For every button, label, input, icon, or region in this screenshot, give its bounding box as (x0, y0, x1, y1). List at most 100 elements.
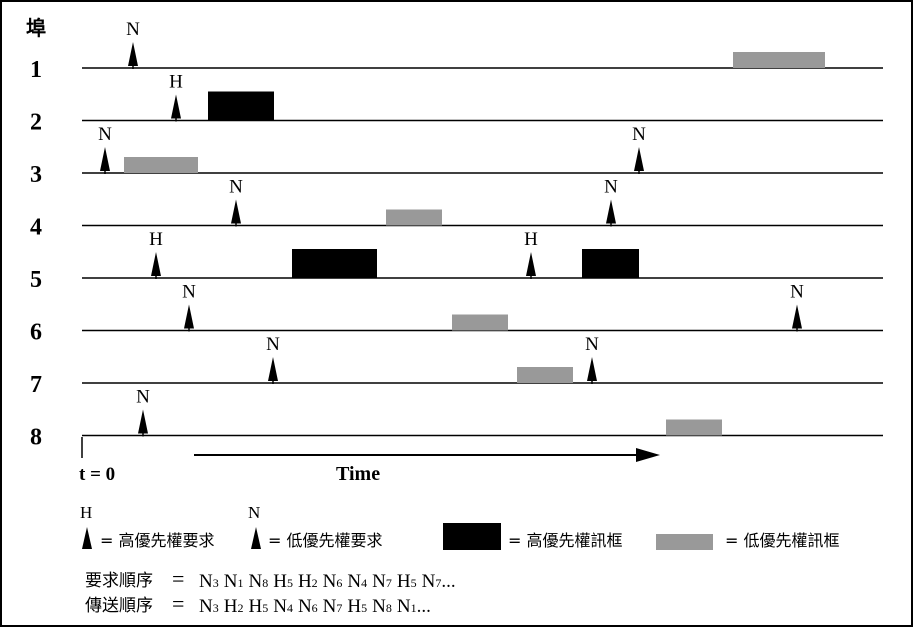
request-letter: H (524, 229, 538, 250)
port-label: 1 (30, 57, 42, 83)
low-request-arrow (587, 357, 597, 381)
sequence-subscript: 6 (312, 601, 318, 615)
sequence-letter: N (372, 571, 386, 592)
sequence-subscript: 8 (386, 601, 392, 615)
sequence-subscript: 6 (336, 576, 342, 590)
low-request-arrow (100, 147, 110, 171)
sequence-letter: H (224, 596, 238, 617)
time-arrow-head (636, 448, 660, 462)
sequence-letter: N (298, 596, 312, 617)
sequence-subscript: 2 (312, 576, 318, 590)
legend-high-request-arrow (82, 527, 92, 549)
low-request-arrow (184, 304, 194, 329)
port-row-3: 3 N N (30, 124, 883, 188)
port-row-1: 1N (30, 19, 883, 83)
request-letter: N (229, 177, 243, 198)
sequence-subscript: 4 (361, 576, 367, 590)
request-letter: N (182, 282, 196, 303)
low-request-arrow (634, 147, 644, 171)
sequence-letter: N (224, 571, 238, 592)
port-row-7: 7 N N (30, 334, 883, 398)
sequence-letter: N (273, 596, 287, 617)
low-request-arrow (606, 199, 616, 224)
port-label: 3 (30, 162, 42, 188)
sequence-subscript: 5 (361, 601, 367, 615)
low-priority-frame (124, 157, 198, 173)
sequence-letter: N (323, 571, 337, 592)
request-letter: N (790, 282, 804, 303)
port-row-8: 8N (30, 387, 883, 451)
sequence-letter: N (323, 596, 337, 617)
port-header-label: 埠 (26, 16, 46, 40)
legend-high-request-letter: H (80, 503, 92, 522)
port-row-4: 4 N N (30, 177, 883, 241)
legend-high-frame-text: = 高優先權訊框 (508, 531, 623, 550)
sequence-letter: H (298, 571, 312, 592)
port-label: 7 (30, 372, 42, 398)
sequence-letter: N (199, 596, 213, 617)
high-priority-frame (582, 249, 639, 278)
request-letter: N (98, 124, 112, 145)
request-letter: H (169, 72, 183, 93)
t0-label: t = 0 (79, 464, 115, 485)
sequence-letter: N (248, 571, 262, 592)
sequence-subscript: 3 (213, 576, 219, 590)
request-order-label: 要求順序 (85, 571, 153, 591)
transmit-order-label: 傳送順序 (85, 596, 153, 616)
sequence-subscript: 1 (237, 576, 243, 590)
legend-high-request-text: = 高優先權要求 (100, 531, 215, 550)
legend-low-request-text: = 低優先權要求 (268, 531, 383, 550)
sequence-subscript: 1 (411, 601, 417, 615)
sequence-subscript: 5 (287, 576, 293, 590)
high-request-arrow (151, 252, 161, 276)
sequence-subscript: 7 (336, 601, 342, 615)
port-label: 6 (30, 320, 42, 346)
high-request-arrow (526, 252, 536, 276)
request-letter: N (266, 334, 280, 355)
sequence-subscript: 4 (287, 601, 293, 615)
request-letter: N (604, 177, 618, 198)
legend-high-frame-swatch (443, 523, 501, 550)
port-label: 2 (30, 110, 42, 136)
low-priority-frame (386, 209, 442, 226)
sequence-letter: H (273, 571, 287, 592)
sequence-letter: N (372, 596, 386, 617)
low-priority-frame (452, 314, 508, 331)
legend: H = 高優先權要求 N = 低優先權要求 = 高優先權訊框 = 低優先權訊框 (80, 503, 840, 550)
time-label: Time (336, 463, 380, 485)
legend-low-frame-swatch (656, 534, 713, 550)
legend-low-frame-text: = 低優先權訊框 (725, 531, 840, 550)
request-order-sequence: N3 N1 N8 H5 H2 N6 N4 N7 H5 N7... (199, 571, 456, 592)
sequence-letter: H (248, 596, 262, 617)
low-request-arrow (268, 357, 278, 381)
low-request-arrow (128, 42, 138, 66)
sequence-subscript: 5 (411, 576, 417, 590)
sequence-letter: N (422, 571, 436, 592)
sequence-letter: N (347, 571, 361, 592)
low-priority-frame (666, 419, 722, 436)
sequence-subscript: 8 (262, 576, 268, 590)
transmit-order-equals: = (172, 591, 184, 616)
sequence-subscript: 3 (213, 601, 219, 615)
high-priority-frame (208, 91, 274, 121)
request-letter: N (585, 334, 599, 355)
sequence-letter: H (397, 571, 411, 592)
request-order-equals: = (172, 566, 184, 591)
legend-low-request-letter: N (248, 503, 260, 522)
sequence-ellipsis: ... (417, 596, 431, 617)
port-label: 8 (30, 425, 42, 451)
sequence-subscript: 2 (237, 601, 243, 615)
port-label: 5 (30, 267, 42, 293)
sequence-subscript: 5 (262, 601, 268, 615)
low-request-arrow (792, 304, 802, 329)
sequence-letter: H (347, 596, 361, 617)
high-priority-frame (292, 249, 377, 278)
low-request-arrow (138, 409, 148, 434)
port-row-6: 6 N N (30, 282, 883, 346)
port-row-2: 2H (30, 72, 883, 136)
legend-low-request-arrow (251, 527, 261, 549)
